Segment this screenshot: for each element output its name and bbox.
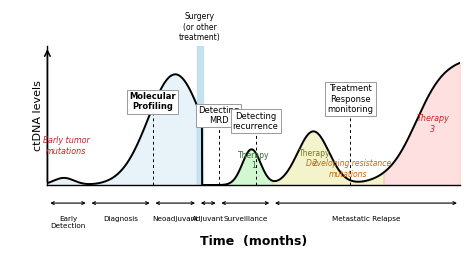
Text: Adjuvant: Adjuvant — [192, 216, 224, 222]
Text: Molecular
Profiling: Molecular Profiling — [129, 92, 176, 112]
Text: Treatment
Response
monitoring: Treatment Response monitoring — [328, 85, 374, 114]
Y-axis label: ctDNA levels: ctDNA levels — [33, 80, 43, 151]
Text: Detecting
recurrence: Detecting recurrence — [233, 112, 279, 131]
Text: Surgery
(or other
treatment): Surgery (or other treatment) — [179, 12, 221, 42]
Text: Metastatic Relapse: Metastatic Relapse — [332, 216, 400, 222]
Text: Time  (months): Time (months) — [200, 235, 307, 248]
Text: Neoadjuvant: Neoadjuvant — [152, 216, 198, 222]
Text: Early tumor
mutations: Early tumor mutations — [43, 136, 89, 156]
Text: Early
Detection: Early Detection — [50, 216, 86, 228]
Text: Therapy
3: Therapy 3 — [417, 114, 449, 134]
Text: Therapy
1: Therapy 1 — [238, 151, 269, 170]
Text: Diagnosis: Diagnosis — [103, 216, 138, 222]
Text: Developing resistance
mutations: Developing resistance mutations — [306, 159, 391, 179]
Text: Therapy
2: Therapy 2 — [299, 149, 330, 168]
Text: Surveillance: Surveillance — [223, 216, 267, 222]
Text: Detecting
MRD: Detecting MRD — [198, 106, 239, 125]
